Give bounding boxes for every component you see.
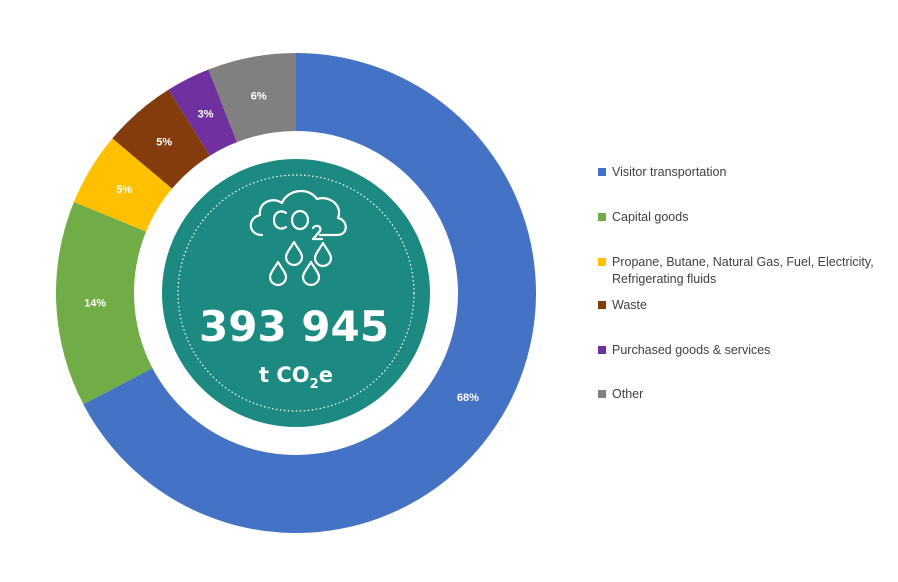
slice-visitor-transportation [83,53,537,533]
slice-energy-fuels [73,138,173,232]
legend-label: Purchased goods & services [612,342,892,359]
legend-label: Waste [612,297,892,314]
legend-item-other: Other [598,386,892,403]
slice-label-purchased-goods: 3% [198,108,214,120]
legend-item-purchased-goods: Purchased goods & services [598,342,892,359]
legend-item-waste: Waste [598,297,892,314]
slice-purchased-goods [168,69,237,156]
unit-suffix: e [319,363,333,387]
legend-item-visitor-transportation: Visitor transportation [598,164,892,181]
legend-label: Capital goods [612,209,892,226]
legend-swatch [598,301,606,309]
slice-other [208,53,296,143]
slice-waste [112,89,210,189]
legend-swatch [598,390,606,398]
slice-label-visitor-transportation: 68% [457,392,479,404]
legend-label: Visitor transportation [612,164,892,181]
legend-swatch [598,258,606,266]
donut-slices [55,53,537,533]
legend-label-line: Purchased goods & services [612,343,771,357]
legend-label-line: Visitor transportation [612,165,727,179]
center-unit-label: t CO2e [259,363,333,392]
slice-label-waste: 5% [156,136,172,148]
legend-item-capital-goods: Capital goods [598,209,892,226]
co2-cloud-icon [249,190,347,241]
legend-label-line: Other [612,387,644,401]
legend-swatch [598,213,606,221]
center-dotted-ring [177,174,415,412]
center-total-value: 393 945 [199,302,389,351]
unit-prefix: t CO [259,363,310,387]
droplets-icon [268,240,333,287]
slice-capital-goods [55,202,153,405]
center-disc [162,159,430,427]
donut-chart: 68% 14% 5% 5% 3% 6% 393 945 t CO2e [55,53,537,533]
legend-item-energy-fuels: Propane, Butane, Natural Gas, Fuel, Elec… [598,254,892,288]
legend-swatch [598,168,606,176]
legend-label: Propane, Butane, Natural Gas, Fuel, Elec… [612,254,892,288]
legend-label-line: Refrigerating fluids [612,272,717,286]
legend-label-line: Capital goods [612,210,689,224]
slice-labels: 68% 14% 5% 5% 3% 6% [84,90,479,404]
slice-label-other: 6% [251,90,267,102]
legend-label: Other [612,386,892,403]
legend-label-line: Waste [612,298,647,312]
unit-subscript: 2 [310,377,319,392]
legend-label-line: Propane, Butane, Natural Gas, Fuel, Elec… [612,255,874,269]
slice-label-capital-goods: 14% [84,297,106,309]
slice-label-energy-fuels: 5% [116,184,132,196]
legend-swatch [598,346,606,354]
